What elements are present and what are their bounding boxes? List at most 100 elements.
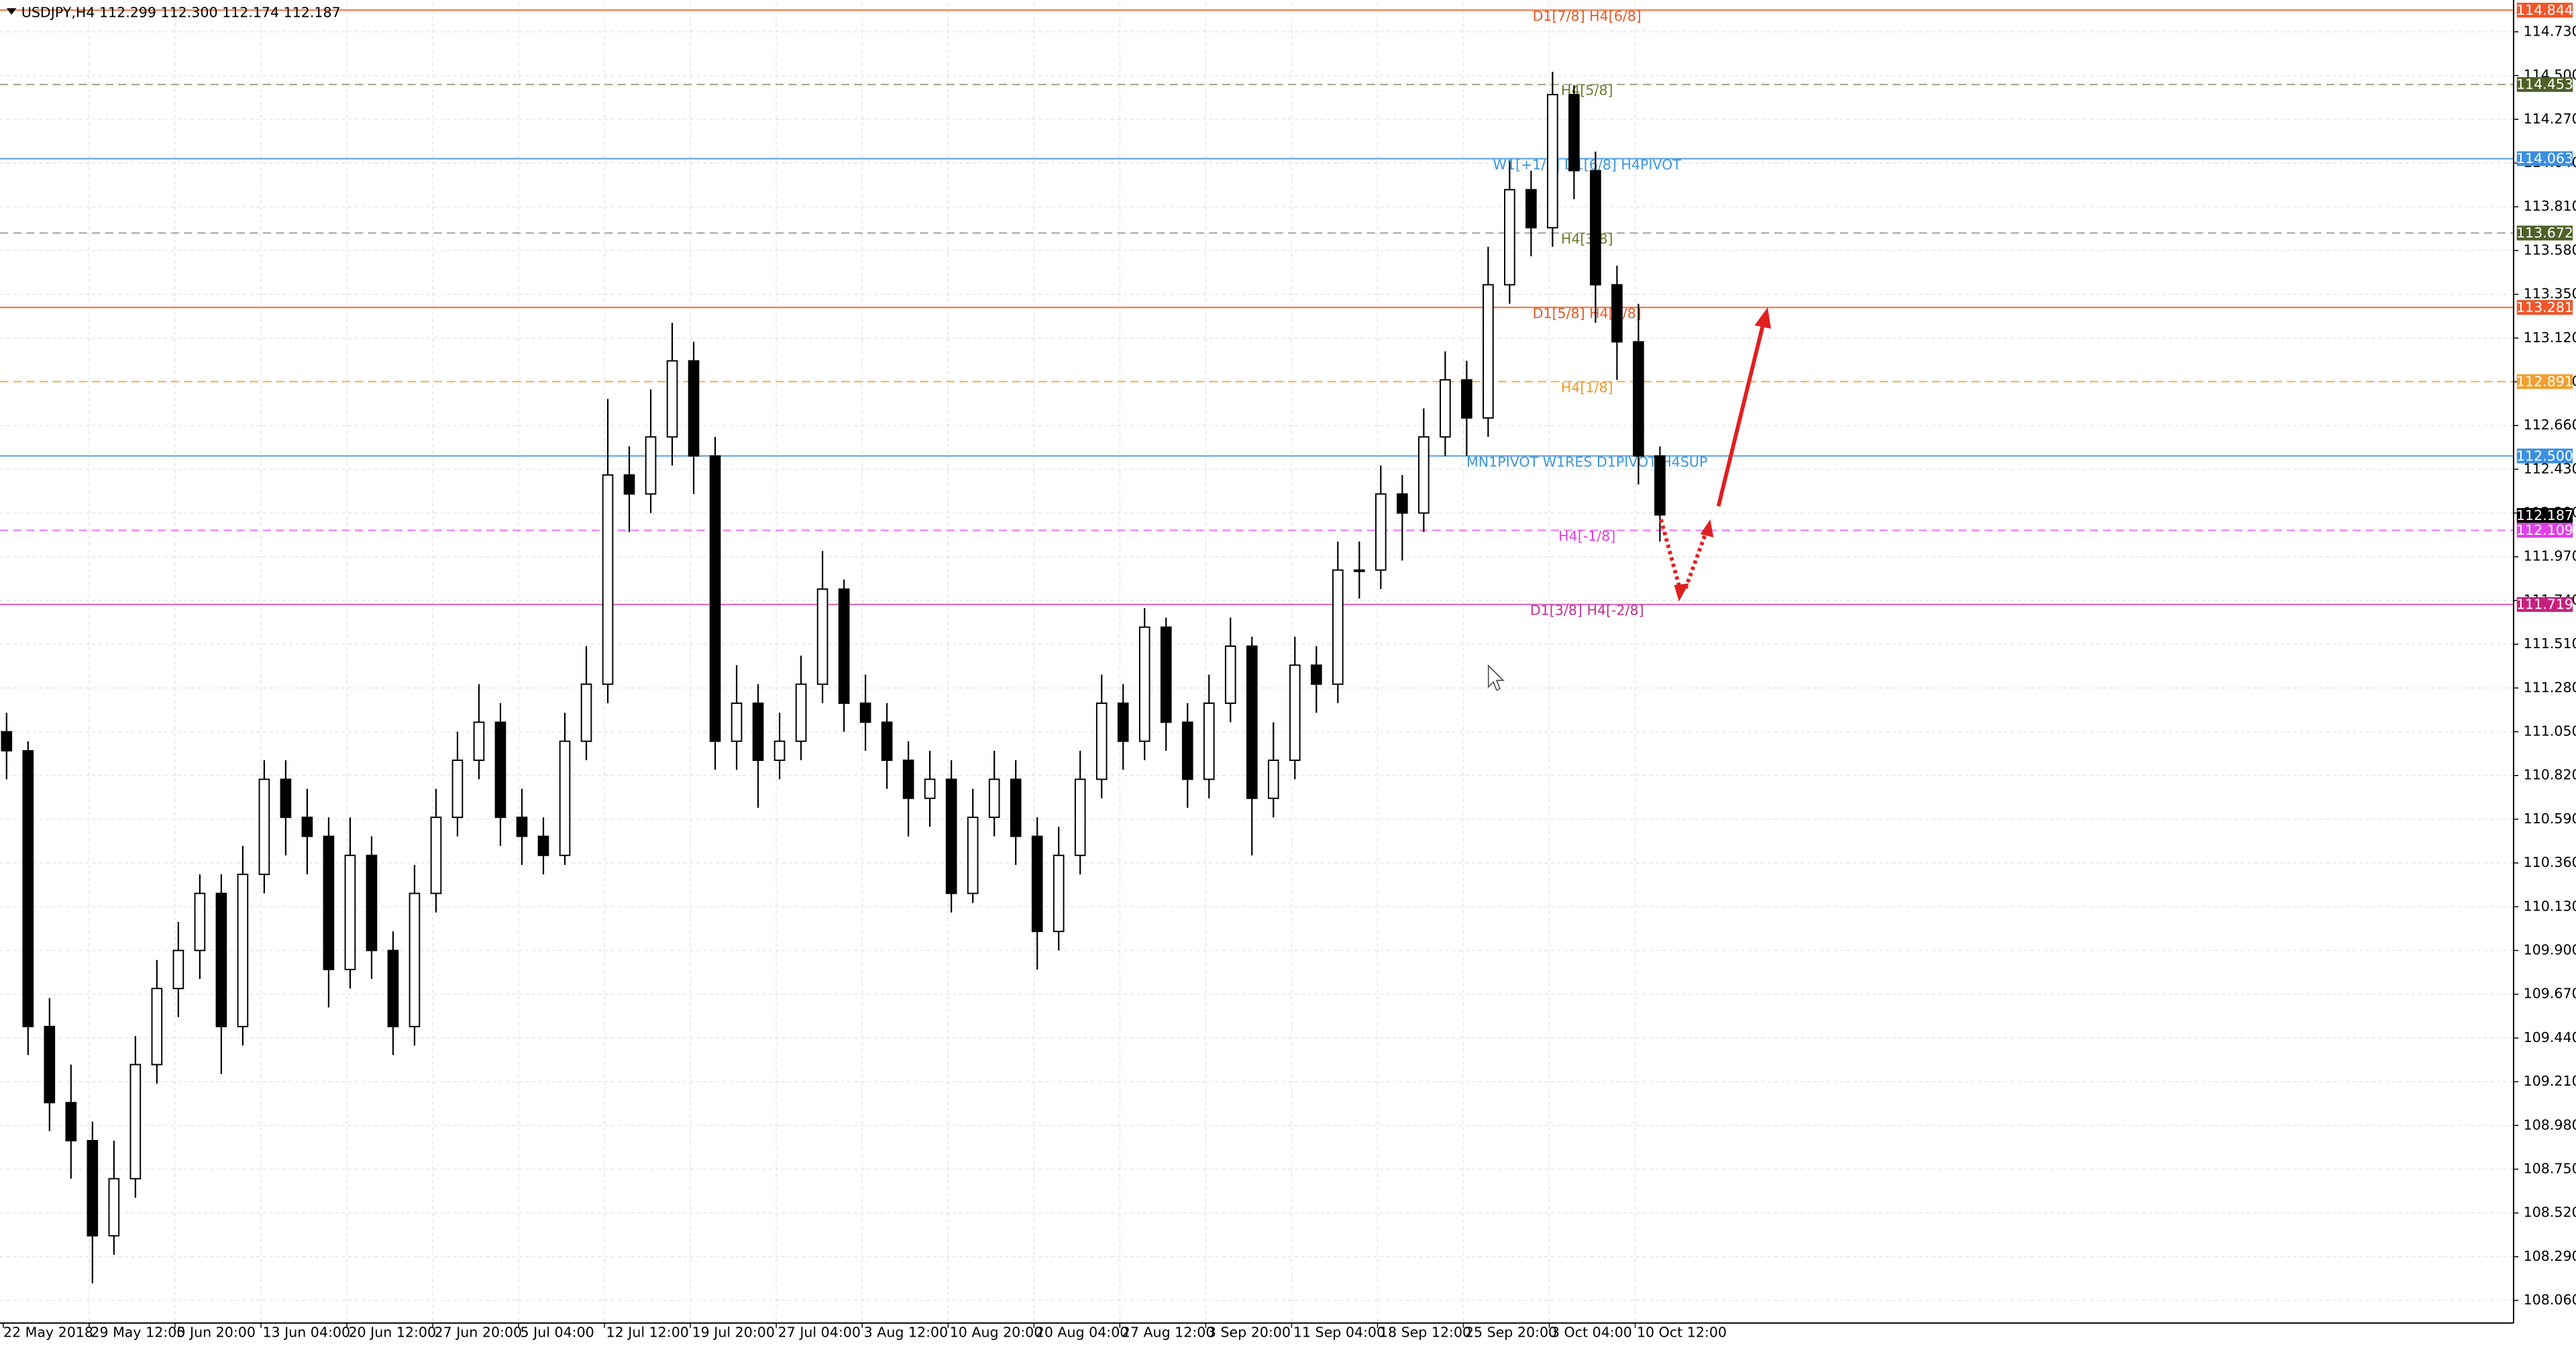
level-price-box bbox=[2516, 374, 2573, 389]
arrowhead bbox=[1754, 307, 1771, 329]
x-tick-label: 19 Jul 20:00 bbox=[692, 1324, 775, 1340]
level-label: D1[7/8] H4[6/8] bbox=[1533, 8, 1642, 24]
x-tick-label: 10 Aug 20:00 bbox=[950, 1324, 1043, 1340]
candle-body bbox=[387, 949, 399, 1027]
level-price-box bbox=[2516, 3, 2573, 18]
candle-body bbox=[666, 360, 678, 438]
candle-body bbox=[1160, 626, 1172, 723]
y-tick-label: 113.120 bbox=[2524, 329, 2576, 346]
menu-triangle bbox=[6, 8, 17, 15]
x-tick-label: 22 May 2018 bbox=[3, 1324, 93, 1340]
y-tick-label: 109.210 bbox=[2524, 1073, 2576, 1089]
candle-body bbox=[1633, 341, 1644, 457]
chart-title: USDJPY,H4 112.299 112.300 112.174 112.18… bbox=[21, 5, 341, 21]
y-tick-label: 108.060 bbox=[2524, 1292, 2576, 1308]
candle-body bbox=[494, 721, 506, 819]
candle-body bbox=[366, 854, 378, 951]
y-tick-label: 110.130 bbox=[2524, 898, 2576, 914]
y-tick-label: 111.510 bbox=[2524, 635, 2576, 652]
x-tick-label: 3 Aug 12:00 bbox=[864, 1324, 949, 1340]
candle-body bbox=[172, 949, 184, 990]
candle-body bbox=[752, 703, 764, 762]
y-tick-label: 111.280 bbox=[2524, 679, 2576, 695]
level-price-label: 113.281 bbox=[2516, 299, 2573, 315]
level-price-label: 113.672 bbox=[2516, 225, 2573, 241]
y-tick-label: 109.670 bbox=[2524, 986, 2576, 1002]
candle-body bbox=[1, 731, 13, 752]
annotation-arrows bbox=[1659, 307, 1771, 602]
candle-body bbox=[22, 749, 34, 1027]
candle-body bbox=[709, 455, 721, 742]
candle-body bbox=[559, 740, 571, 856]
candle-body bbox=[1461, 379, 1472, 419]
candle-body bbox=[1181, 721, 1193, 780]
level-label: D1[5/8] H4[2/8] bbox=[1533, 305, 1642, 321]
candle-body bbox=[1203, 703, 1215, 780]
candle-body bbox=[516, 817, 528, 837]
level-price-box bbox=[2516, 300, 2573, 315]
candle-body bbox=[623, 474, 635, 495]
mouse-cursor bbox=[1487, 664, 1505, 691]
candle-body bbox=[1440, 379, 1451, 438]
level-price-label: 114.844 bbox=[2516, 2, 2573, 18]
candle-body bbox=[1095, 703, 1108, 780]
level-price-label: 114.063 bbox=[2516, 150, 2573, 166]
candle-body bbox=[1332, 569, 1344, 685]
current-price-box bbox=[2516, 508, 2573, 523]
candle-body bbox=[65, 1102, 77, 1141]
candle-body bbox=[1547, 93, 1558, 229]
level-price-box bbox=[2516, 76, 2573, 92]
y-tick-label: 113.350 bbox=[2524, 286, 2576, 302]
candle-body bbox=[1590, 170, 1601, 286]
candle-body bbox=[859, 703, 871, 723]
candle-body bbox=[323, 835, 335, 970]
current-price-label: 112.187 bbox=[2516, 507, 2573, 523]
candle-body bbox=[151, 988, 163, 1066]
candle-body bbox=[1246, 645, 1258, 799]
candle-body bbox=[1353, 569, 1365, 572]
axes: 114.730114.500114.270114.040113.810113.5… bbox=[3, 2, 2576, 1340]
candle-body bbox=[301, 817, 313, 837]
level-price-box bbox=[2516, 597, 2573, 612]
x-tick-label: 29 May 12:00 bbox=[91, 1324, 185, 1340]
level-label: H4[-1/8] bbox=[1558, 528, 1615, 544]
x-tick-label: 10 Oct 12:00 bbox=[1637, 1324, 1727, 1340]
x-tick-label: 27 Jun 20:00 bbox=[435, 1324, 523, 1340]
candle-body bbox=[1031, 835, 1043, 933]
x-tick-label: 27 Aug 12:00 bbox=[1122, 1324, 1215, 1340]
candle-body bbox=[795, 683, 807, 742]
candle-body bbox=[215, 892, 227, 1027]
y-tick-label: 110.820 bbox=[2524, 767, 2576, 783]
candle-body bbox=[1074, 778, 1086, 856]
x-tick-label: 20 Jun 12:00 bbox=[348, 1324, 436, 1340]
level-label: H4[3/8] bbox=[1561, 231, 1613, 247]
up-arrow bbox=[1716, 325, 1765, 507]
y-tick-label: 112.660 bbox=[2524, 417, 2576, 433]
level-price-label: 114.453 bbox=[2516, 76, 2573, 93]
candle-body bbox=[258, 778, 270, 876]
candle-body bbox=[280, 778, 292, 819]
candle-body bbox=[1267, 760, 1279, 799]
candle-body bbox=[967, 817, 979, 894]
level-price-label: 112.500 bbox=[2516, 448, 2573, 464]
arrowhead bbox=[1700, 519, 1714, 537]
x-tick-label: 11 Sep 04:00 bbox=[1293, 1324, 1385, 1340]
level-price-label: 112.109 bbox=[2516, 522, 2573, 538]
levels: D1[7/8] H4[6/8]H4[5/8]W1[+1/8] D1[6/8] H… bbox=[0, 8, 2514, 619]
candle-body bbox=[129, 1064, 142, 1180]
candle-body bbox=[237, 874, 249, 1027]
candle-body bbox=[430, 817, 442, 894]
candle-body bbox=[902, 760, 914, 799]
candle-body bbox=[1138, 626, 1150, 742]
level-label: D1[3/8] H4[-2/8] bbox=[1530, 603, 1644, 619]
y-tick-label: 108.520 bbox=[2524, 1204, 2576, 1221]
candle-body bbox=[838, 588, 850, 705]
x-tick-label: 13 Jun 04:00 bbox=[262, 1324, 350, 1340]
level-price-box bbox=[2516, 225, 2573, 241]
candle-body bbox=[602, 474, 614, 685]
x-tick-label: 5 Jul 04:00 bbox=[521, 1324, 594, 1340]
y-tick-label: 111.050 bbox=[2524, 723, 2576, 739]
y-tick-label: 114.270 bbox=[2524, 111, 2576, 127]
